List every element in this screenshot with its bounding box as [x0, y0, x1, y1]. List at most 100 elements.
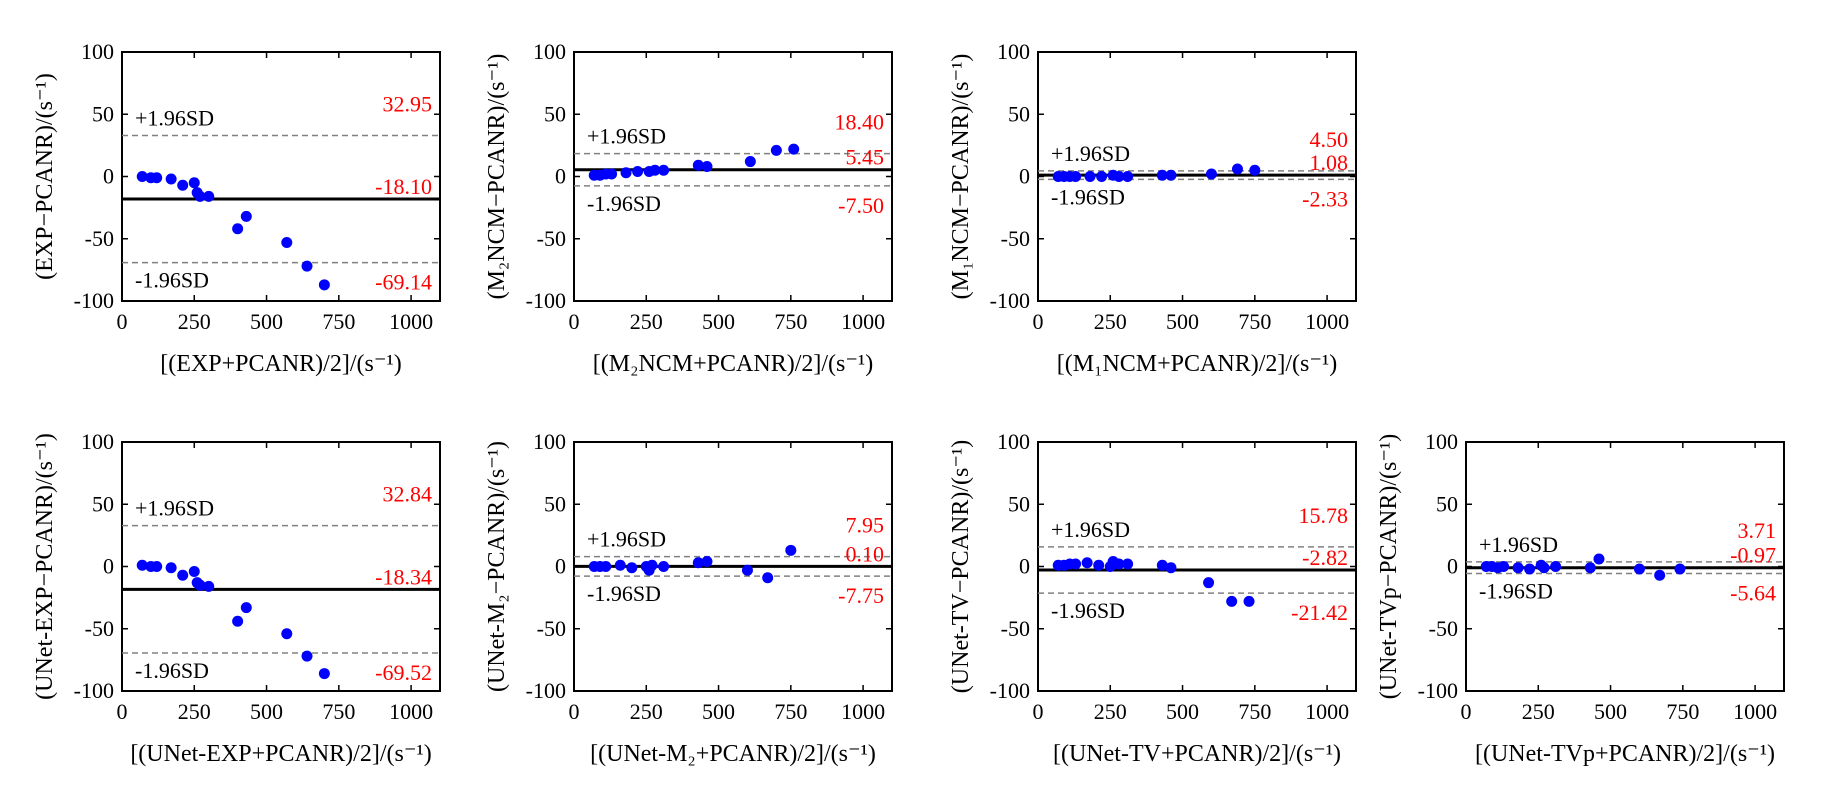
data-point — [136, 559, 148, 571]
y-tick-label: 100 — [81, 39, 114, 64]
upper-value-label: 32.84 — [383, 482, 433, 507]
data-point — [151, 561, 163, 572]
data-point — [318, 279, 330, 291]
mean-value-label: -18.34 — [375, 564, 432, 589]
data-point — [1070, 558, 1082, 570]
data-point — [692, 557, 704, 569]
data-point — [301, 260, 313, 272]
mean-value-label: -2.82 — [1302, 545, 1348, 570]
lower-sd-label: -1.96SD — [135, 658, 209, 683]
data-point — [203, 580, 215, 592]
y-tick-label: -50 — [85, 616, 114, 641]
y-tick-label: 100 — [1425, 429, 1458, 454]
x-tick-label: 500 — [250, 699, 283, 724]
x-tick-label: 250 — [178, 699, 211, 724]
upper-value-label: 3.71 — [1738, 518, 1777, 543]
data-point — [177, 569, 189, 581]
data-point — [177, 179, 189, 191]
data-point — [1524, 563, 1536, 575]
y-tick-label: -100 — [990, 288, 1030, 313]
lower-value-label: -21.42 — [1291, 600, 1348, 625]
data-point — [1633, 563, 1645, 575]
y-tick-label: 50 — [544, 101, 566, 126]
x-tick-label: 0 — [117, 699, 128, 724]
y-tick-label: 100 — [533, 39, 566, 64]
y-tick-label: 0 — [103, 164, 114, 189]
y-tick-label: -100 — [74, 288, 114, 313]
data-point — [788, 143, 800, 155]
data-point — [692, 159, 704, 171]
data-point — [194, 579, 206, 591]
x-tick-label: 1000 — [389, 309, 433, 334]
x-tick-label: 500 — [702, 699, 735, 724]
x-tick-label: 250 — [630, 309, 663, 334]
data-point — [1203, 577, 1215, 589]
y-tick-label: 0 — [1447, 554, 1458, 579]
mean-value-label: -0.97 — [1730, 543, 1776, 568]
data-point — [1081, 557, 1093, 569]
x-tick-label: 250 — [1522, 699, 1555, 724]
upper-sd-label: +1.96SD — [1479, 532, 1558, 557]
data-point — [1674, 563, 1686, 575]
data-point — [240, 602, 252, 614]
x-tick-label: 750 — [322, 699, 355, 724]
lower-sd-label: -1.96SD — [1051, 598, 1125, 623]
plot-frame — [573, 51, 893, 302]
lower-sd-label: -1.96SD — [1051, 184, 1125, 209]
lower-value-label: -7.50 — [838, 193, 884, 218]
mean-value-label: 5.45 — [846, 145, 885, 170]
y-tick-label: 50 — [544, 491, 566, 516]
y-axis-label: (M₁NCM−PCANR)/(s⁻¹) — [948, 54, 974, 300]
data-point — [658, 164, 670, 176]
data-point — [1093, 559, 1105, 571]
data-point — [762, 572, 774, 584]
upper-sd-label: +1.96SD — [1051, 517, 1130, 542]
x-tick-label: 500 — [1166, 309, 1199, 334]
x-axis-label: [(EXP+PCANR)/2]/(s⁻¹) — [160, 351, 401, 377]
lower-value-label: -5.64 — [1730, 581, 1776, 606]
data-point — [620, 167, 632, 179]
y-tick-label: 50 — [92, 101, 114, 126]
y-tick-label: -50 — [537, 616, 566, 641]
data-point — [281, 628, 293, 640]
x-tick-label: 500 — [702, 309, 735, 334]
upper-value-label: 7.95 — [846, 513, 885, 538]
y-tick-label: 100 — [81, 429, 114, 454]
data-point — [1550, 561, 1562, 572]
data-point — [1113, 171, 1125, 182]
data-point — [1226, 595, 1238, 607]
data-point — [1156, 169, 1168, 181]
y-axis-label: (UNet-TVp−PCANR)/(s⁻¹) — [1376, 434, 1402, 699]
data-point — [626, 562, 638, 574]
x-axis-label: [(M₂NCM+PCANR)/2]/(s⁻¹) — [593, 351, 873, 377]
x-tick-label: 250 — [178, 309, 211, 334]
data-point — [1165, 562, 1177, 574]
x-tick-label: 0 — [1033, 699, 1044, 724]
y-tick-label: -100 — [1418, 678, 1458, 703]
data-point — [741, 564, 753, 576]
mean-value-label: -18.10 — [375, 174, 432, 199]
y-tick-label: -50 — [85, 226, 114, 251]
upper-value-label: 32.95 — [383, 91, 433, 116]
x-tick-label: 0 — [1033, 309, 1044, 334]
y-tick-label: 100 — [533, 429, 566, 454]
data-point — [301, 650, 313, 662]
data-point — [701, 161, 713, 173]
lower-sd-label: -1.96SD — [135, 268, 209, 293]
x-tick-label: 0 — [1461, 699, 1472, 724]
data-point — [1654, 569, 1666, 581]
upper-sd-label: +1.96SD — [135, 105, 214, 130]
lower-value-label: -69.14 — [375, 270, 432, 295]
data-point — [188, 177, 200, 189]
y-tick-label: -100 — [526, 678, 566, 703]
y-tick-label: -50 — [1429, 616, 1458, 641]
data-point — [1249, 164, 1261, 176]
y-tick-label: -100 — [990, 678, 1030, 703]
y-tick-label: 50 — [1008, 101, 1030, 126]
x-tick-label: 0 — [569, 699, 580, 724]
upper-value-label: 18.40 — [835, 110, 885, 135]
